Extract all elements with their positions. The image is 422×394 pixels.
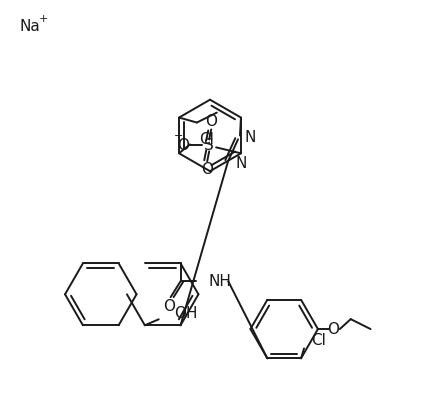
Text: −: − [174,132,183,141]
Text: O: O [201,162,213,177]
Text: Na: Na [19,19,40,34]
Text: OH: OH [175,306,198,321]
Text: S: S [204,138,214,153]
Text: Cl: Cl [311,333,326,348]
Text: +: + [39,14,49,24]
Text: O: O [327,322,339,336]
Text: O: O [162,299,175,314]
Text: N: N [235,156,246,171]
Text: O: O [177,138,189,153]
Text: NH: NH [208,274,231,289]
Text: Cl: Cl [199,132,214,147]
Text: O: O [205,114,217,129]
Text: N: N [245,130,256,145]
